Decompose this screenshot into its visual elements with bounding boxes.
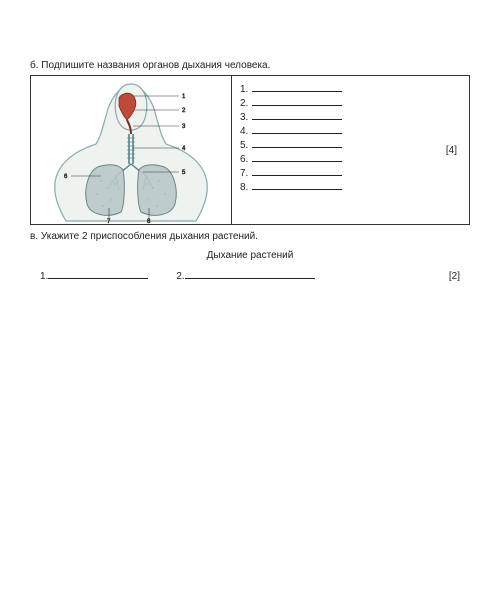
answer-line: 8.: [240, 180, 342, 193]
answer-blank[interactable]: [252, 166, 342, 176]
answer-blank[interactable]: [252, 152, 342, 162]
answer-line: 3.: [240, 110, 342, 123]
answer-num: 7.: [240, 168, 252, 179]
svg-text:3: 3: [182, 124, 186, 130]
question-b-text: б. Подпишите названия органов дыхания че…: [30, 60, 470, 71]
right-lung: [138, 165, 177, 215]
answer-blank[interactable]: [252, 110, 342, 120]
answer-num: 8.: [240, 182, 252, 193]
left-lung: [86, 165, 125, 215]
answer-line: 2.: [240, 96, 342, 109]
points-b: [4]: [446, 145, 457, 156]
answer-num: 1.: [240, 84, 252, 95]
diagram-cell: 1 2 3 4 5 6 7 8: [31, 76, 232, 224]
plant-blank-2[interactable]: [185, 269, 315, 279]
answer-num: 2.: [240, 98, 252, 109]
answer-num: 3.: [240, 112, 252, 123]
answer-line: 5.: [240, 138, 342, 151]
answer-blank[interactable]: [252, 82, 342, 92]
answer-blank[interactable]: [252, 124, 342, 134]
answer-num: 5.: [240, 140, 252, 151]
plant-answer-row: 1. 2. [2]: [30, 269, 470, 282]
respiratory-diagram: 1 2 3 4 5 6 7 8: [31, 76, 231, 224]
answer-list: 1. 2. 3. 4. 5. 6. 7. 8.: [240, 82, 342, 193]
plant-entry-2: 2.: [176, 269, 314, 282]
answers-cell: 1. 2. 3. 4. 5. 6. 7. 8. [4]: [232, 76, 469, 224]
answer-line: 7.: [240, 166, 342, 179]
answer-line: 4.: [240, 124, 342, 137]
svg-text:4: 4: [182, 146, 186, 152]
answer-blank[interactable]: [252, 138, 342, 148]
plant-blank-1[interactable]: [48, 269, 148, 279]
answer-num: 4.: [240, 126, 252, 137]
plant-entry-1: 1.: [40, 269, 148, 282]
plant-subtitle: Дыхание растений: [30, 250, 470, 261]
answer-num: 6.: [240, 154, 252, 165]
answer-blank[interactable]: [252, 96, 342, 106]
svg-text:2: 2: [182, 108, 186, 114]
question-v-text: в. Укажите 2 приспособления дыхания раст…: [30, 231, 470, 242]
plant-num-1: 1.: [40, 271, 48, 282]
answer-line: 6.: [240, 152, 342, 165]
answer-line: 1.: [240, 82, 342, 95]
answer-blank[interactable]: [252, 180, 342, 190]
svg-text:1: 1: [182, 94, 186, 100]
plant-num-2: 2.: [176, 271, 184, 282]
points-v: [2]: [449, 271, 460, 282]
question-b-box: 1 2 3 4 5 6 7 8 1. 2. 3. 4. 5.: [30, 75, 470, 225]
